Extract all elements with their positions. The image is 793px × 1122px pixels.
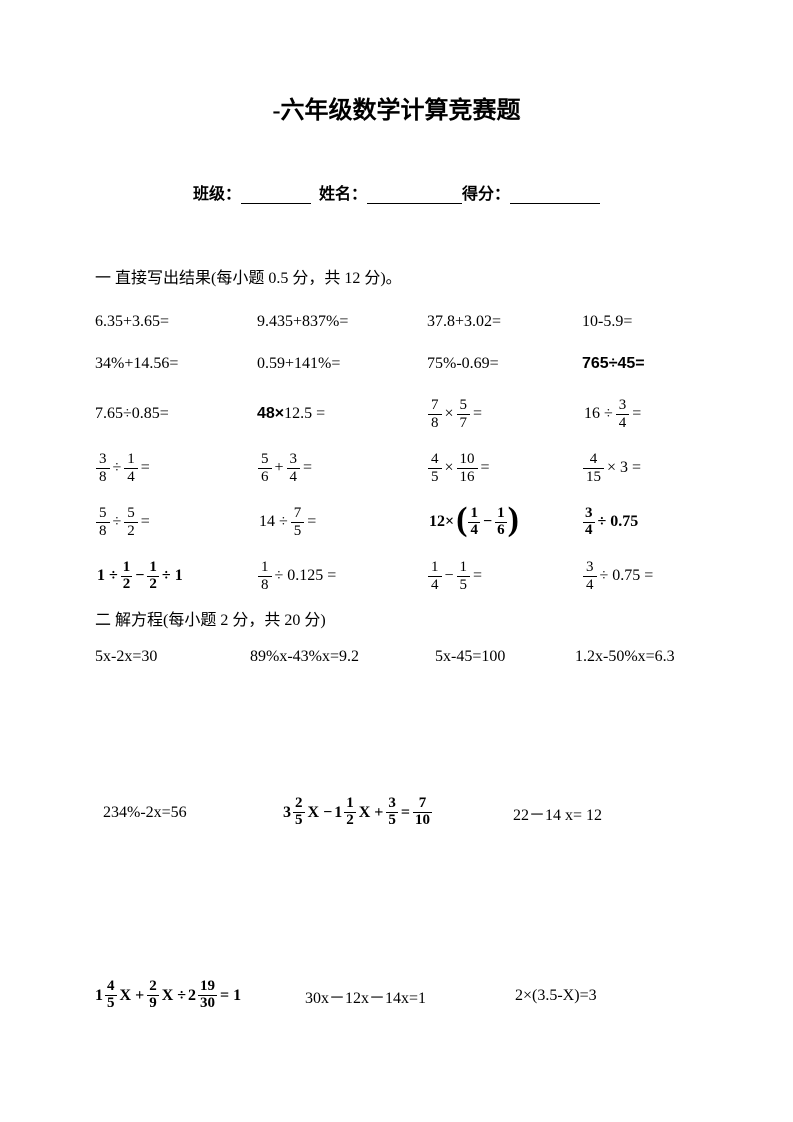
expr: 18÷0.125= <box>257 560 427 593</box>
expr: 38÷14= <box>95 452 257 485</box>
worksheet-page: -六年级数学计算竞赛题 班级： 姓名： 得分： 一 直接写出结果(每小题 0.5 … <box>0 0 793 1122</box>
student-info-line: 班级： 姓名： 得分： <box>95 180 698 204</box>
class-label: 班级： <box>193 186 241 203</box>
s2-row-2: 234%-2x=56 325X−112X+35=710 22－14 x= 12 <box>95 796 698 829</box>
eq: 2×(3.5-X)=3 <box>505 987 698 1005</box>
eq: 145X+29X÷21930=1 <box>95 979 295 1012</box>
score-label: 得分： <box>462 186 510 203</box>
expr: 34÷0.75 <box>582 506 692 539</box>
s2-row-1: 5x-2x=30 89%x-43%x=9.2 5x-45=100 1.2x-50… <box>95 648 698 666</box>
eq: 234%-2x=56 <box>95 804 283 822</box>
expr: 765÷45= <box>582 355 692 373</box>
s1-row-3: 7.65÷0.85= 48×12.5 = 78×57= 16÷34= <box>95 390 698 438</box>
expr: 12×(14−16) <box>427 506 582 539</box>
expr: 45×1016= <box>427 452 582 485</box>
expr: 7.65÷0.85= <box>95 405 257 423</box>
expr: 75%-0.69= <box>427 355 582 373</box>
s1-row-2: 34%+14.56= 0.59+141%= 75%-0.69= 765÷45= <box>95 348 698 380</box>
page-title: -六年级数学计算竞赛题 <box>95 90 698 125</box>
score-blank[interactable] <box>510 187 600 204</box>
s1-row-5: 58÷52= 14÷75= 12×(14−16) 34÷0.75 <box>95 498 698 546</box>
eq: 22－14 x= 12 <box>513 801 698 825</box>
eq: 89%x-43%x=9.2 <box>250 648 435 666</box>
class-blank[interactable] <box>241 187 311 204</box>
section-1-title: 一 直接写出结果(每小题 0.5 分，共 12 分)。 <box>95 264 698 288</box>
expr: 16÷34= <box>582 398 692 431</box>
name-blank[interactable] <box>367 187 462 204</box>
expr: 48×12.5 = <box>257 405 427 423</box>
eq: 30x－12x－14x=1 <box>295 984 505 1008</box>
section-2-title: 二 解方程(每小题 2 分，共 20 分) <box>95 606 698 630</box>
expr: 58÷52= <box>95 506 257 539</box>
expr: 10-5.9= <box>582 313 692 331</box>
expr: 56+34= <box>257 452 427 485</box>
s1-row-4: 38÷14= 56+34= 45×1016= 415×3= <box>95 444 698 492</box>
expr: 14÷75= <box>257 506 427 539</box>
expr: 34÷0.75= <box>582 560 692 593</box>
eq: 1.2x-50%x=6.3 <box>575 648 698 666</box>
expr: 34%+14.56= <box>95 355 257 373</box>
s2-row-3: 145X+29X÷21930=1 30x－12x－14x=1 2×(3.5-X)… <box>95 979 698 1012</box>
expr: 9.435+837%= <box>257 313 427 331</box>
expr: 14−15= <box>427 560 582 593</box>
s1-row-1: 6.35+3.65= 9.435+837%= 37.8+3.02= 10-5.9… <box>95 306 698 338</box>
expr: 78×57= <box>427 398 582 431</box>
expr: 1÷12−12÷1 <box>95 560 257 593</box>
eq: 5x-2x=30 <box>95 648 250 666</box>
name-label: 姓名： <box>319 186 367 203</box>
expr: 37.8+3.02= <box>427 313 582 331</box>
expr: 0.59+141%= <box>257 355 427 373</box>
eq: 325X−112X+35=710 <box>283 796 513 829</box>
eq: 5x-45=100 <box>435 648 575 666</box>
expr: 6.35+3.65= <box>95 313 257 331</box>
s1-row-6: 1÷12−12÷1 18÷0.125= 14−15= 34÷0.75= <box>95 552 698 600</box>
expr: 415×3= <box>582 452 692 485</box>
